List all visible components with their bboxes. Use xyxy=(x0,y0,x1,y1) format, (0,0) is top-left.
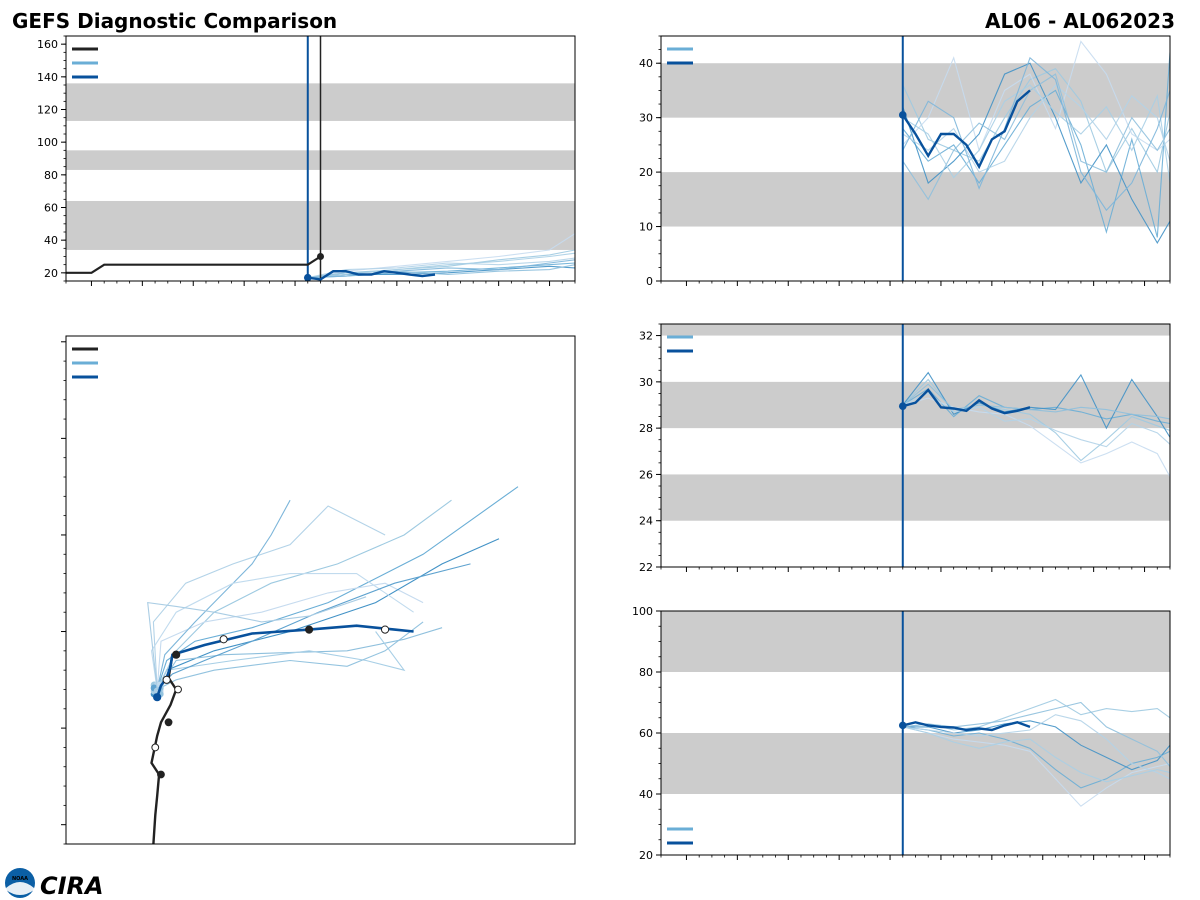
intensity-ytick-label: 60 xyxy=(44,202,58,215)
noaa-wave-icon xyxy=(6,882,34,895)
rh-plot-area xyxy=(898,611,1170,855)
sst-ytick-label: 26 xyxy=(639,468,653,481)
intensity-ytick-label: 20 xyxy=(44,267,58,280)
track-control-marker xyxy=(153,693,162,702)
noaa-logo-text: NOAA xyxy=(12,876,28,882)
sst-ytick-label: 28 xyxy=(639,422,653,435)
track-control-marker xyxy=(305,625,314,634)
shear-plot-area xyxy=(898,36,1170,281)
rh-ytick-label: 40 xyxy=(639,788,653,801)
shear-perturbation-line xyxy=(902,84,1170,184)
sst-band xyxy=(661,474,1170,521)
intensity-panel: 20 40 60 80 100 120 140 160 xyxy=(37,35,576,286)
shear-ytick-label: 30 xyxy=(639,112,653,125)
sst-panel: 22 24 26 28 30 32 xyxy=(639,323,1171,574)
rh-perturbation-line xyxy=(902,726,1170,789)
sst-control-start-point xyxy=(898,402,907,410)
track-perturbation-line xyxy=(147,596,367,690)
intensity-perturbation-line xyxy=(307,252,575,279)
track-control-marker xyxy=(380,625,390,634)
sst-ytick-label: 22 xyxy=(639,561,653,574)
shear-perturbation-line xyxy=(902,62,1170,244)
rh-ytick-label: 100 xyxy=(632,605,653,618)
track-perturbation-line xyxy=(156,499,291,690)
rh-ytick-label: 80 xyxy=(639,666,653,679)
intensity-perturbation-line xyxy=(307,257,575,279)
rh-panel: 20 40 60 80 100 xyxy=(632,605,1171,862)
shear-ytick-label: 40 xyxy=(639,57,653,70)
shear-control-start-point xyxy=(898,111,907,119)
sst-ytick-label: 30 xyxy=(639,376,653,389)
shear-perturbation-line xyxy=(902,68,1170,174)
track-perturbation-line xyxy=(156,563,471,690)
intensity-best-line xyxy=(66,255,322,274)
track-plot-area xyxy=(147,486,519,844)
track-control-marker xyxy=(219,635,228,644)
sst-band xyxy=(661,324,1170,336)
shear-ytick-label: 10 xyxy=(639,221,653,234)
cira-logo-text: CIRA xyxy=(40,872,104,900)
rh-control-line xyxy=(902,721,1031,732)
storm-id-title: AL06 - AL062023 xyxy=(985,9,1175,33)
rh-perturbation-line xyxy=(902,726,1170,783)
track-best-marker xyxy=(174,685,182,694)
shear-ytick-label: 20 xyxy=(639,166,653,179)
intensity-plot-area xyxy=(66,36,575,281)
shear-perturbation-line xyxy=(902,84,1170,173)
rh-perturbation-line xyxy=(902,726,1170,807)
intensity-ytick-label: 80 xyxy=(44,169,58,182)
rh-perturbation-line xyxy=(902,698,1170,731)
intensity-control-line xyxy=(307,269,436,281)
intensity-control-start-point xyxy=(303,273,312,281)
intensity-perturbation-line xyxy=(307,264,575,279)
intensity-ytick-label: 40 xyxy=(44,234,58,247)
sst-perturbation-line xyxy=(902,383,1170,420)
track-perturbation-line xyxy=(156,582,424,690)
track-best-marker xyxy=(157,770,165,779)
intensity-best-point xyxy=(317,253,324,260)
track-perturbation-line xyxy=(156,621,424,690)
intensity-ytick-label: 160 xyxy=(37,38,58,51)
track-control-marker xyxy=(172,650,181,659)
shear-ytick-label: 0 xyxy=(646,275,653,288)
shear-band xyxy=(661,63,1170,118)
shear-control-line xyxy=(901,89,1031,170)
shear-panel: 0 10 20 30 40 xyxy=(639,35,1171,288)
sst-ytick-label: 24 xyxy=(639,515,653,528)
track-perturbation-line xyxy=(152,505,386,690)
rh-band xyxy=(661,611,1170,672)
rh-control-start-point xyxy=(898,721,907,730)
shear-perturbation-line xyxy=(902,73,1170,201)
shear-perturbation-line xyxy=(902,56,1170,212)
track-axes-frame xyxy=(65,335,576,845)
track-control-marker xyxy=(162,675,171,684)
intensity-ytick-label: 120 xyxy=(37,104,58,117)
track-perturbation-line xyxy=(156,627,443,690)
rh-band xyxy=(661,733,1170,794)
noaa-cira-logo: NOAA CIRA xyxy=(5,868,104,900)
sst-ytick-label: 32 xyxy=(639,330,653,343)
sst-axes-frame xyxy=(660,323,1171,568)
track-best-line xyxy=(150,654,178,844)
figure-title: GEFS Diagnostic Comparison xyxy=(12,9,337,33)
rh-ytick-label: 20 xyxy=(639,849,653,862)
track-best-marker xyxy=(164,718,173,727)
track-best-marker xyxy=(151,743,160,752)
track-perturbation-line xyxy=(156,538,500,690)
intensity-ytick-label: 100 xyxy=(37,136,58,149)
sst-plot-area xyxy=(898,324,1170,567)
track-panel xyxy=(61,335,576,845)
track-perturbation-line xyxy=(150,573,414,690)
track-perturbation-line xyxy=(156,486,519,690)
rh-ytick-label: 60 xyxy=(639,727,653,740)
rh-perturbation-line xyxy=(902,714,1170,780)
track-perturbation-line xyxy=(156,631,406,690)
intensity-ytick-label: 140 xyxy=(37,71,58,84)
intensity-perturbation-line xyxy=(307,259,575,279)
sst-control-line xyxy=(902,388,1031,415)
